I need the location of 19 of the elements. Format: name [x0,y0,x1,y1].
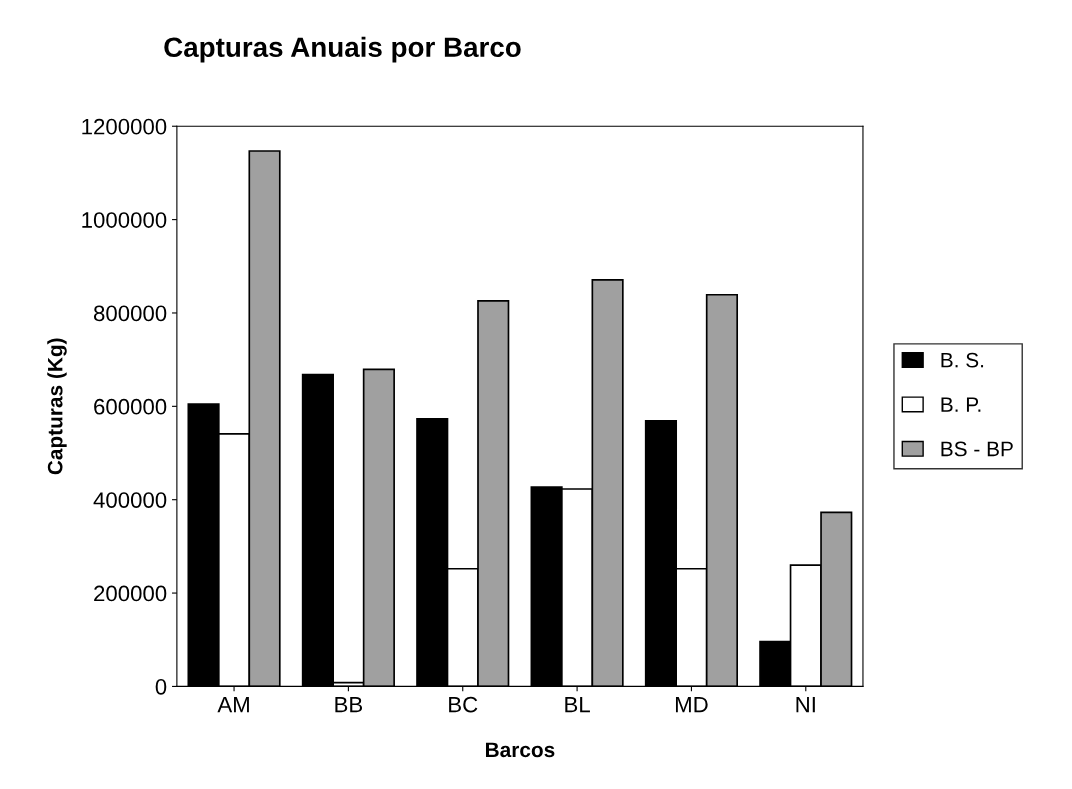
y-tick-label: 600000 [94,398,167,415]
y-tick-label: 800000 [93,305,167,322]
x-tick-label: BB [335,696,363,713]
x-tick-label: BC [449,696,478,713]
y-tick-label: 200000 [94,585,167,602]
x-axis-title: Barcos [486,742,555,758]
x-tick-label: NI [796,696,815,713]
y-tick-label: 0 [155,678,167,695]
legend-label: B. S. [941,352,984,368]
y-tick-label: 400000 [93,492,167,508]
legend-label: B. P. [941,397,981,412]
legend-label: BS - BP [941,441,1013,457]
x-tick-label: MD [675,696,708,713]
chart-title: Capturas Anuais por Barco [164,36,521,63]
y-axis-title: Capturas (Kg) [47,338,67,475]
x-tick-label: BL [565,696,590,713]
y-tick-label: 1000000 [82,212,167,228]
y-tick-label: 1200000 [82,118,167,135]
x-tick-label: AM [217,696,249,713]
